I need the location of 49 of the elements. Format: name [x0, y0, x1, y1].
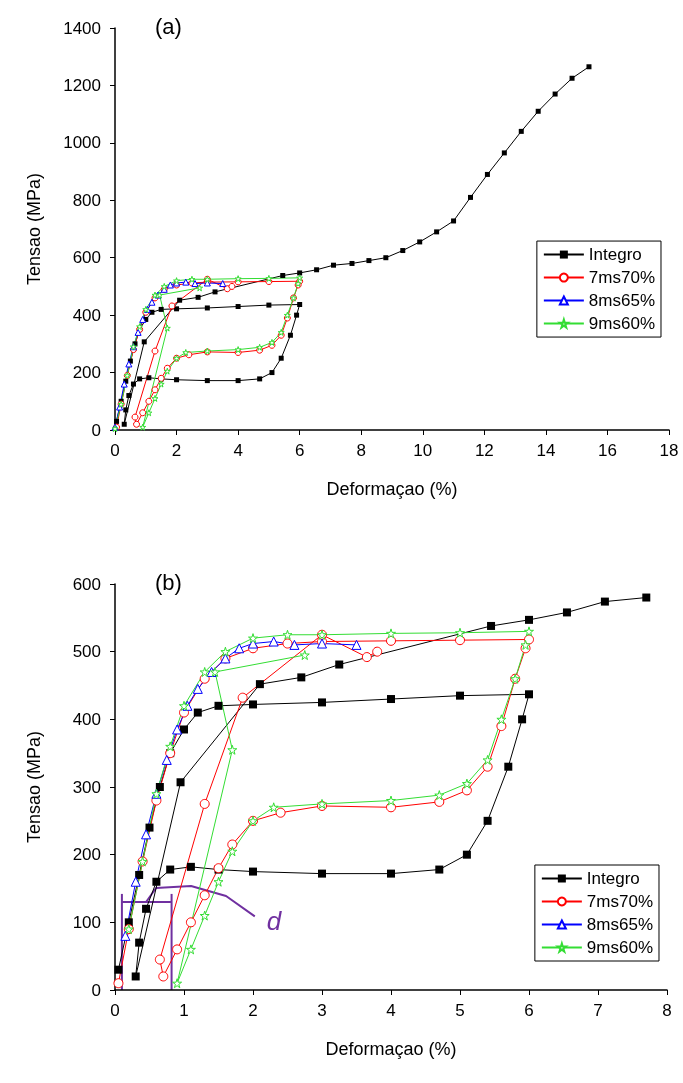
x-tick-label: 12 — [474, 441, 494, 460]
legend-label: 7ms70% — [586, 892, 653, 911]
x-tick-label: 8 — [356, 441, 366, 460]
legend-label: Integro — [588, 245, 642, 265]
y-tick-label: 1200 — [63, 75, 101, 95]
chart-title: (a) — [155, 13, 182, 39]
y-tick-label: 600 — [72, 574, 101, 594]
legend-label: 8ms65% — [586, 915, 653, 934]
legend-label: 9ms60% — [588, 314, 655, 334]
x-tick-label: 0 — [110, 1001, 120, 1020]
annotation: d — [266, 906, 283, 937]
y-tick-label: 200 — [72, 845, 101, 865]
legend-label: 8ms65% — [588, 291, 655, 311]
x-tick-label: 18 — [659, 441, 679, 460]
x-tick-label: 6 — [294, 441, 305, 460]
x-tick-label: 14 — [536, 441, 556, 460]
x-axis-title: Deformaçao (%) — [325, 1039, 457, 1059]
x-tick-label: 0 — [110, 441, 120, 460]
x-tick-label: 16 — [597, 441, 617, 460]
x-tick-label: 5 — [455, 1001, 465, 1020]
y-tick-label: 1000 — [63, 133, 101, 153]
chart-title: (b) — [155, 569, 182, 595]
x-tick-label: 2 — [171, 441, 182, 460]
y-tick-label: 200 — [72, 363, 101, 383]
y-tick-label: 500 — [72, 642, 101, 662]
y-axis-title: Tensao (MPa) — [24, 730, 44, 844]
y-tick-label: 400 — [72, 305, 101, 325]
y-tick-label: 1400 — [63, 18, 101, 38]
legend-label: 7ms70% — [588, 268, 655, 288]
y-axis-title: Tensao (MPa) — [24, 172, 44, 286]
x-tick-label: 4 — [386, 1001, 396, 1020]
y-tick-label: 800 — [72, 190, 101, 210]
y-tick-label: 600 — [72, 248, 101, 268]
x-tick-label: 2 — [248, 1001, 258, 1020]
legend-label: 9ms60% — [586, 938, 653, 957]
y-tick-label: 400 — [72, 709, 101, 729]
x-tick-label: 10 — [413, 441, 433, 460]
x-tick-label: 7 — [593, 1001, 603, 1020]
x-tick-label: 8 — [662, 1001, 672, 1020]
y-tick-label: 300 — [72, 777, 101, 797]
legend-label: Integro — [586, 869, 640, 888]
x-tick-label: 1 — [179, 1001, 189, 1020]
y-tick-label: 0 — [91, 980, 101, 1000]
y-tick-label: 100 — [72, 912, 101, 932]
x-tick-label: 3 — [317, 1001, 327, 1020]
x-tick-label: 4 — [233, 441, 243, 460]
x-tick-label: 6 — [524, 1001, 534, 1020]
x-axis-title: Deformaçao (%) — [326, 479, 458, 499]
y-tick-label: 0 — [91, 420, 101, 440]
